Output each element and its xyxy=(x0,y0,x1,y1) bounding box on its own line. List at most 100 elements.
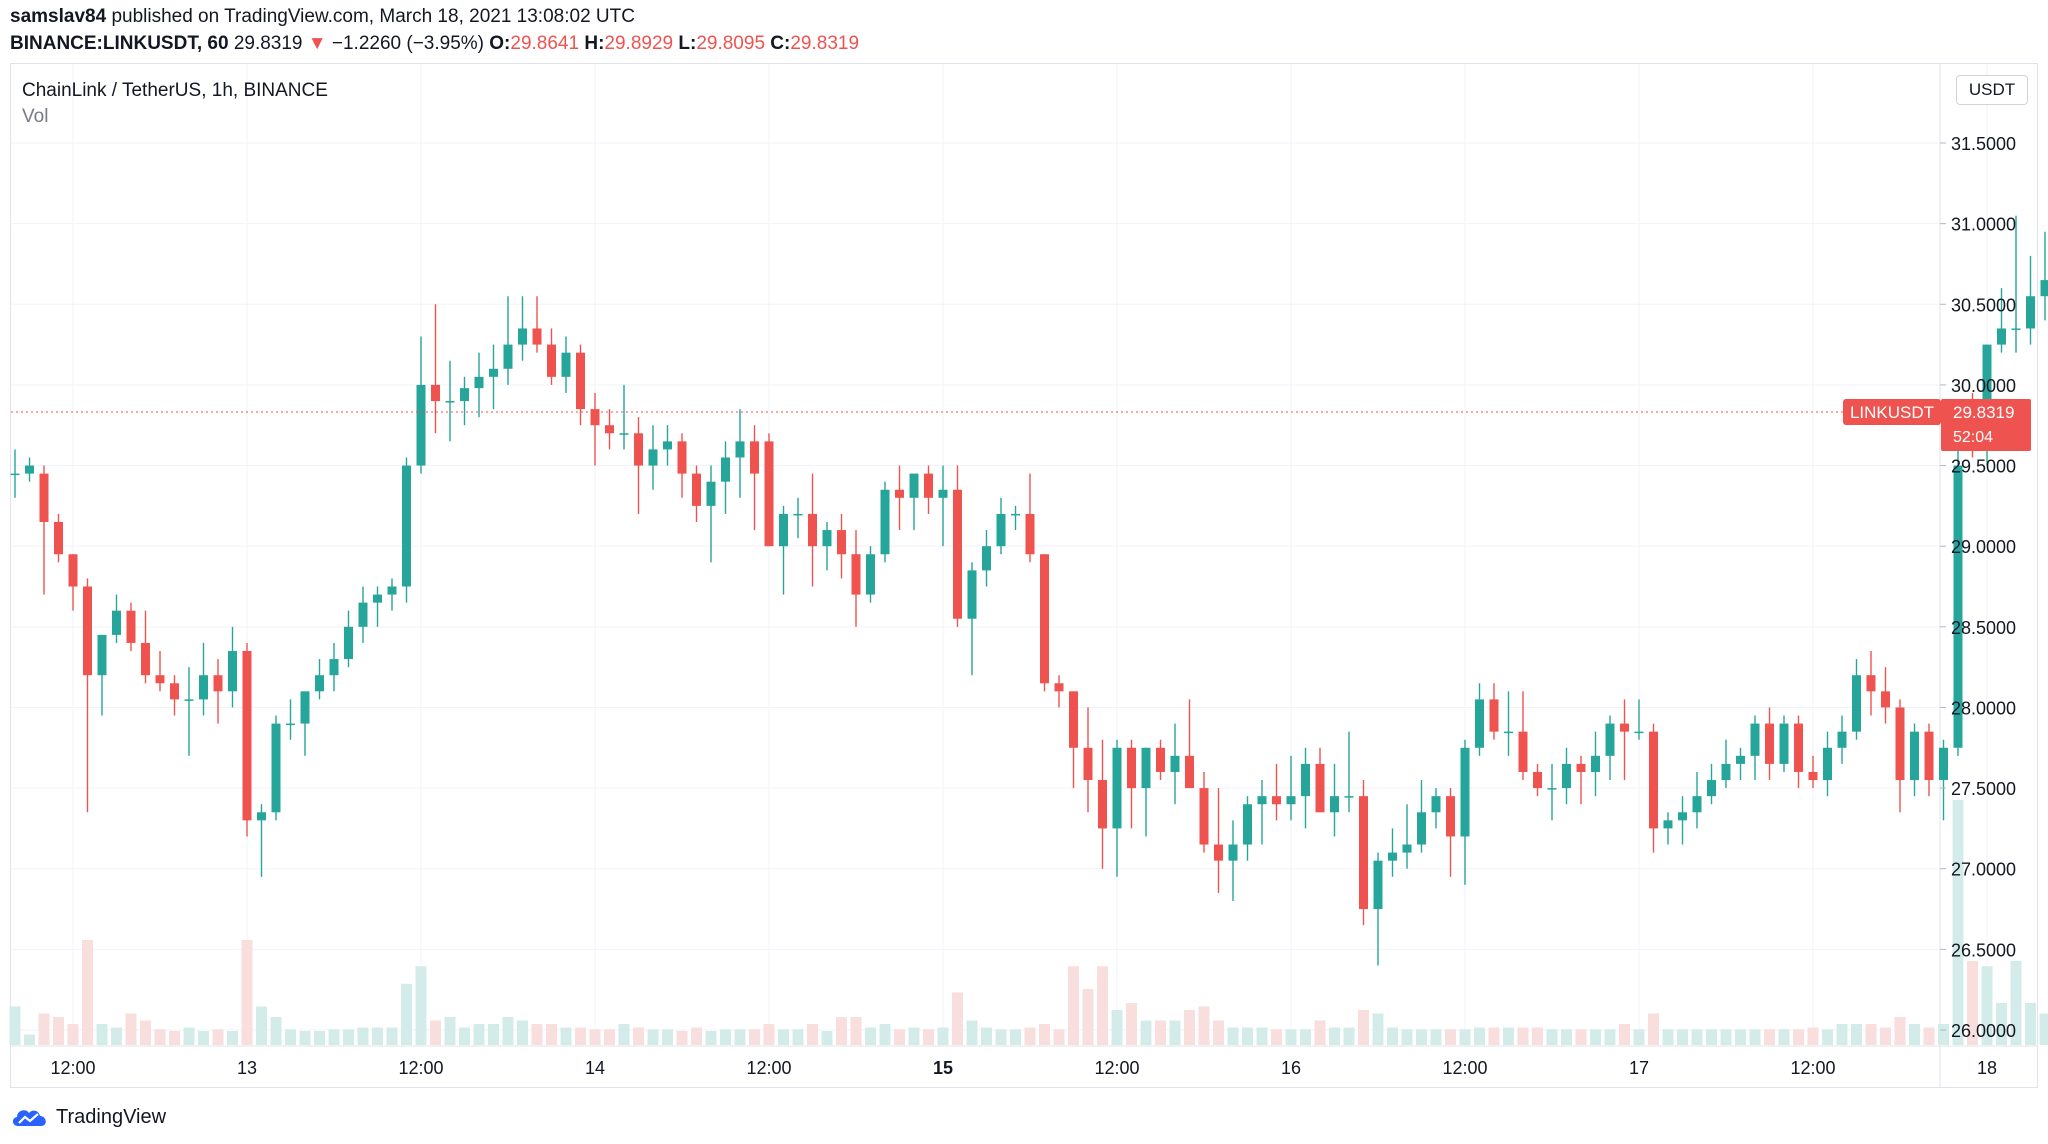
volume-bar xyxy=(1227,1027,1239,1045)
volume-bar xyxy=(357,1027,369,1045)
volume-bar xyxy=(1619,1024,1630,1045)
volume-bar xyxy=(401,983,412,1045)
volume-bar xyxy=(1372,1013,1384,1045)
volume-bar xyxy=(908,1027,920,1045)
candle-body xyxy=(474,376,484,389)
volume-bar xyxy=(865,1027,876,1045)
candle-body xyxy=(1199,788,1209,845)
x-tick-label: 18 xyxy=(1977,1058,1997,1078)
candle-body xyxy=(532,328,542,345)
volume-bar xyxy=(952,992,963,1045)
volume-bar xyxy=(647,1029,659,1045)
volume-bar xyxy=(1343,1027,1355,1045)
publish-text: published on TradingView.com, March 18, … xyxy=(111,6,635,27)
y-tick-label: 30.5000 xyxy=(1951,295,2016,315)
candle-body xyxy=(329,659,339,676)
volume-bar xyxy=(82,940,93,1045)
candle-body xyxy=(1156,747,1165,772)
candle-body xyxy=(1257,796,1267,805)
volume-bar xyxy=(705,1031,717,1045)
volume-bar xyxy=(343,1029,354,1045)
volume-bar xyxy=(1590,1029,1601,1045)
volume-bar xyxy=(328,1029,340,1045)
candle-body xyxy=(1997,328,2006,345)
high-value: 29.8929 xyxy=(604,33,674,54)
volume-bar xyxy=(299,1031,311,1045)
candle-body xyxy=(503,344,513,369)
candle-body xyxy=(300,691,310,724)
candle-body xyxy=(1272,796,1281,805)
candle-body xyxy=(1910,731,1919,781)
volume-bar xyxy=(1749,1029,1761,1045)
volume-bar xyxy=(1778,1029,1790,1045)
y-tick-label: 28.5000 xyxy=(1951,618,2016,638)
volume-bar xyxy=(676,1031,688,1045)
volume-bar xyxy=(836,1017,847,1045)
candle-body xyxy=(373,594,382,603)
volume-bar xyxy=(981,1027,992,1045)
candle-body xyxy=(1417,812,1426,845)
tradingview-brand[interactable]: TradingView xyxy=(10,1100,166,1134)
chart-frame xyxy=(10,63,2038,1088)
candle-body xyxy=(750,441,759,474)
candle-body xyxy=(1837,731,1847,748)
candle-body xyxy=(880,489,890,555)
candle-body xyxy=(1083,747,1093,781)
candle-body xyxy=(344,626,353,660)
brand-name: TradingView xyxy=(56,1105,167,1128)
volume-bar xyxy=(1445,1029,1456,1045)
volume-bar xyxy=(314,1031,325,1045)
y-tick-label: 29.5000 xyxy=(1951,457,2016,477)
candle-body xyxy=(83,586,92,676)
volume-bar xyxy=(459,1027,470,1045)
candle-body xyxy=(1141,747,1151,789)
candle-body xyxy=(1170,755,1180,772)
candle-body xyxy=(1939,747,1948,781)
candle-body xyxy=(416,384,426,466)
y-tick-label: 26.5000 xyxy=(1951,940,2016,960)
volume-bar xyxy=(256,1006,267,1045)
volume-bar xyxy=(1851,1024,1862,1045)
volume-bar xyxy=(531,1024,543,1045)
candle-body xyxy=(97,634,107,676)
volume-bar xyxy=(1126,1003,1137,1045)
x-tick-label: 12:00 xyxy=(746,1058,791,1078)
volume-bar xyxy=(1996,1003,2007,1045)
candle-body xyxy=(1663,820,1673,829)
currency-button[interactable]: USDT xyxy=(1956,75,2028,105)
candle-body xyxy=(445,401,455,403)
volume-bar xyxy=(1198,1006,1210,1045)
volume-bar xyxy=(560,1027,572,1045)
author-name[interactable]: samslav84 xyxy=(10,6,107,27)
volume-bar xyxy=(1836,1024,1848,1045)
volume-bar xyxy=(24,1034,35,1045)
publish-info: samslav84 published on TradingView.com, … xyxy=(10,6,635,28)
volume-bar xyxy=(1358,1010,1369,1045)
volume-bar xyxy=(546,1024,557,1045)
symbol-tag xyxy=(1843,399,1941,426)
volume-bar xyxy=(1169,1020,1181,1045)
x-tick-label: 12:00 xyxy=(50,1058,95,1078)
volume-bar xyxy=(1735,1029,1746,1045)
volume-bar xyxy=(850,1017,862,1045)
candle-body xyxy=(25,465,34,474)
volume-bar xyxy=(778,1029,789,1045)
volume-bar xyxy=(154,1029,166,1045)
volume-bar xyxy=(1271,1029,1282,1045)
candle-body xyxy=(764,441,774,547)
volume-bar xyxy=(488,1024,499,1045)
volume-bar xyxy=(1285,1029,1297,1045)
volume-bar xyxy=(2039,1013,2048,1045)
volume-bar xyxy=(2010,961,2022,1045)
candle-body xyxy=(1924,731,1934,781)
volume-bar xyxy=(633,1027,644,1045)
candle-body xyxy=(271,723,281,813)
volume-bar xyxy=(183,1027,195,1045)
volume-bar xyxy=(589,1029,601,1045)
close-value: 29.8319 xyxy=(790,33,860,54)
price-change: −1.2260 (−3.95%) xyxy=(331,33,484,54)
volume-bar xyxy=(1938,1024,1949,1045)
down-arrow-icon: ▼ xyxy=(307,33,327,54)
volume-bar xyxy=(198,1031,209,1045)
